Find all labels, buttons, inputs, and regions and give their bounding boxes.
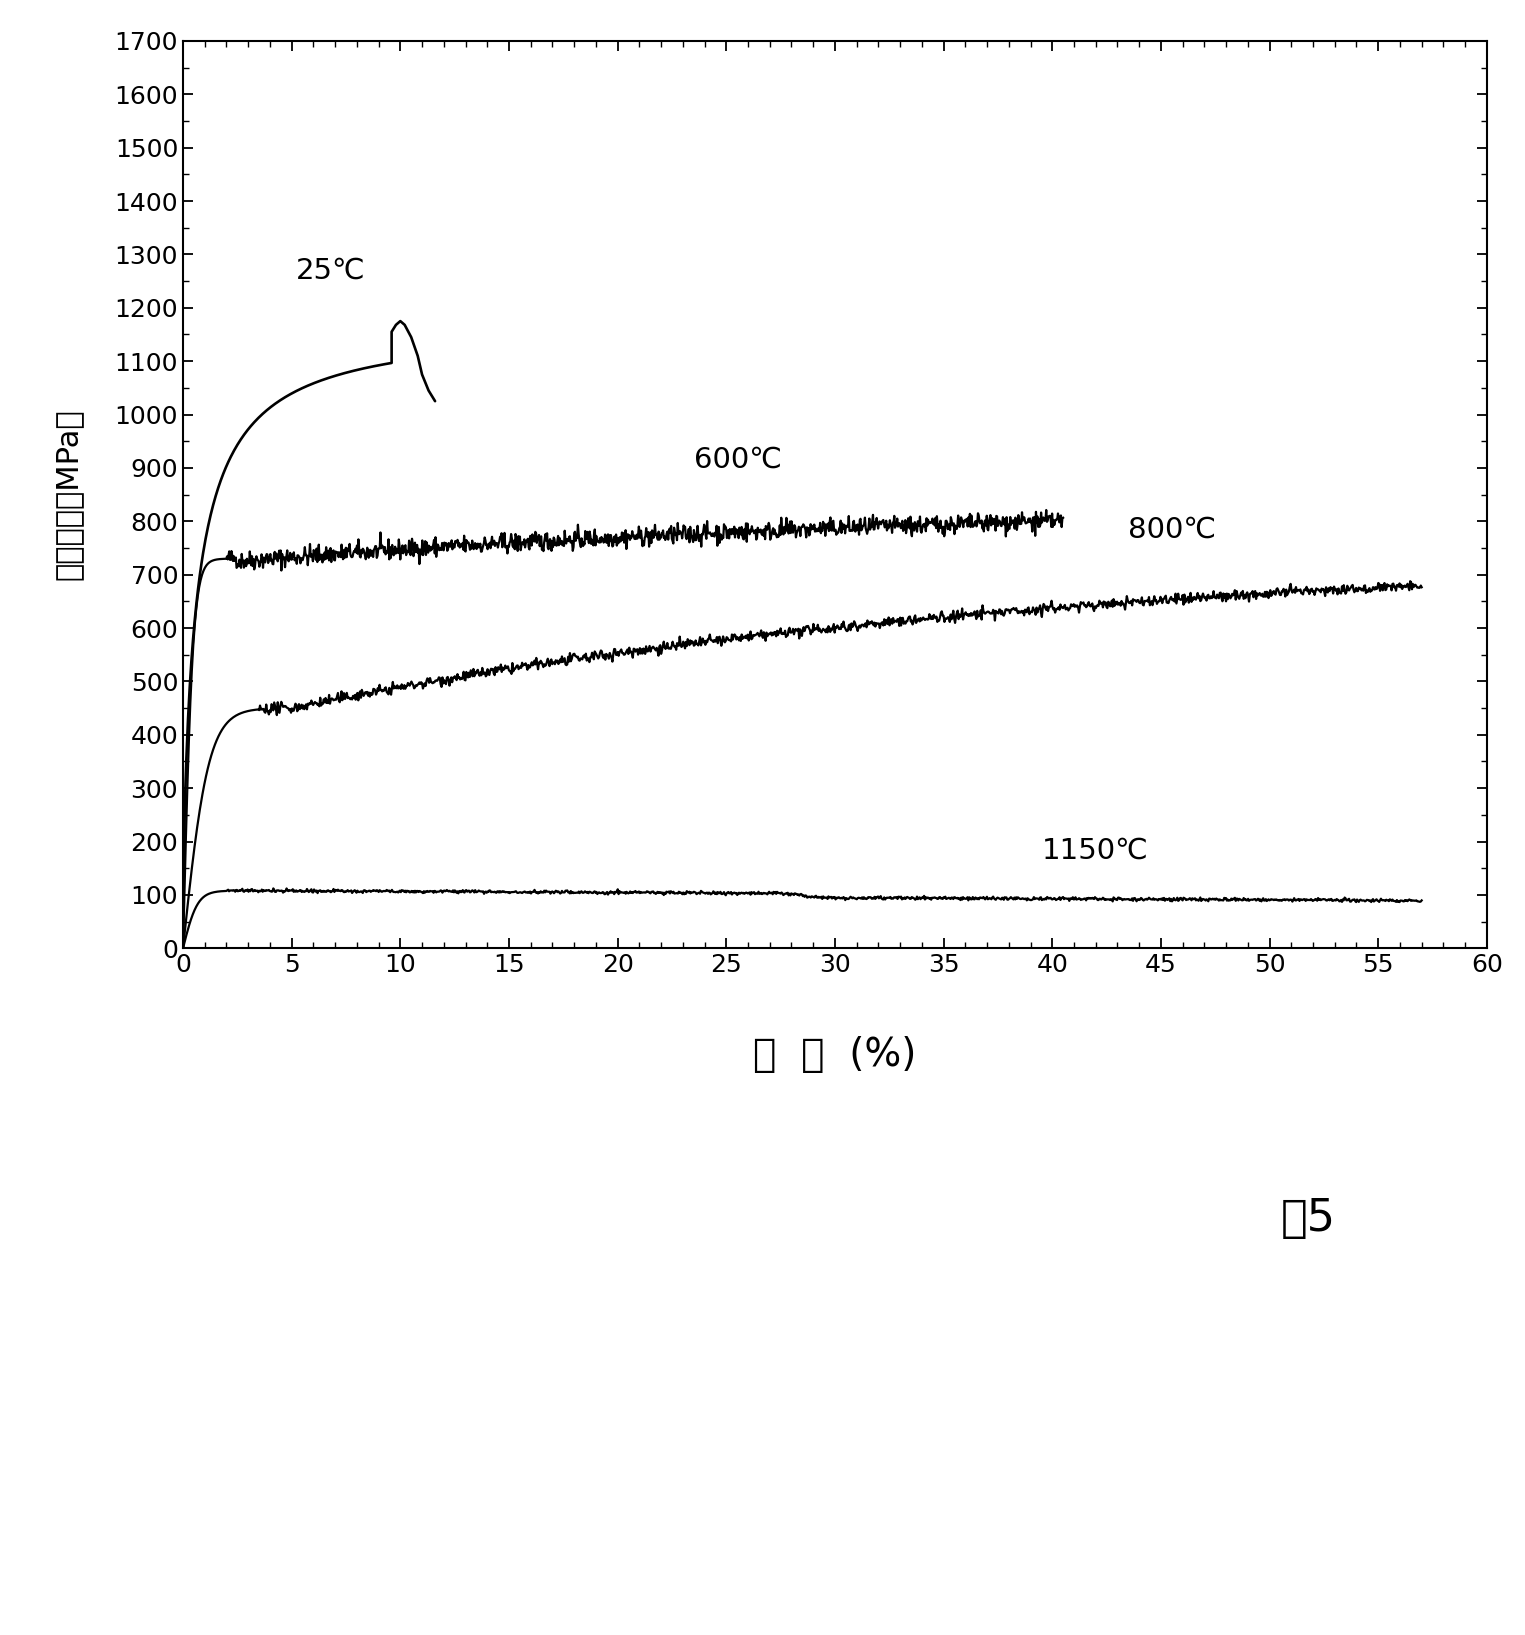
Text: 600℃: 600℃ [694,446,782,474]
Text: 25℃: 25℃ [296,257,366,284]
Text: 图5: 图5 [1281,1197,1336,1239]
Text: 800℃: 800℃ [1128,515,1217,543]
Text: 1150℃: 1150℃ [1042,837,1148,865]
Text: 屈服强度（MPa）: 屈服强度（MPa） [53,409,84,580]
Text: 应  变  (%): 应 变 (%) [753,1035,917,1074]
